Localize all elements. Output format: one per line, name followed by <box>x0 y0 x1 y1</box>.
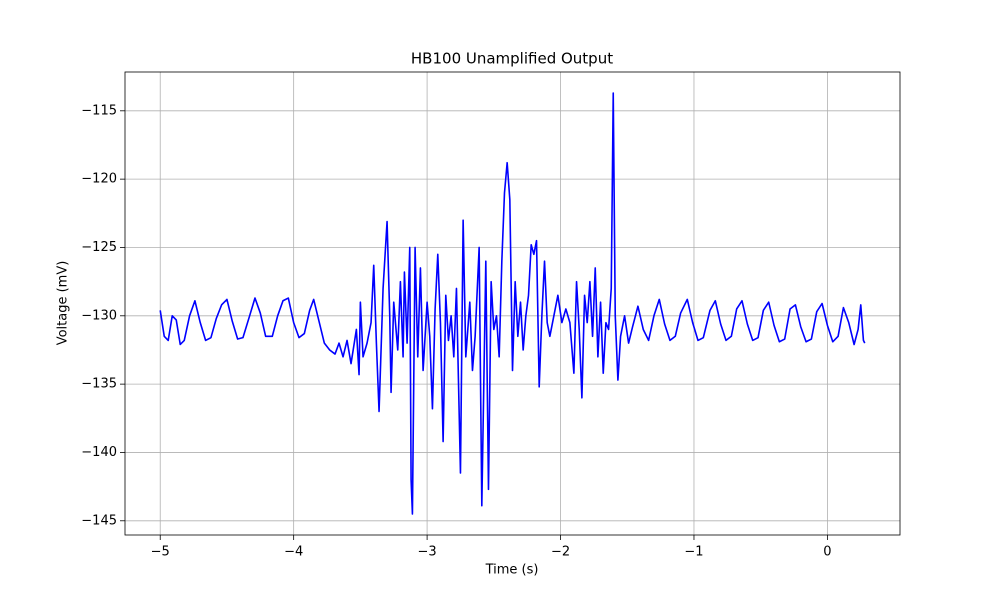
x-axis-label: Time (s) <box>485 563 539 578</box>
y-axis-label: Voltage (mV) <box>56 261 71 346</box>
y-tick-label: −135 <box>81 377 117 392</box>
x-tick-label: 0 <box>823 545 831 560</box>
y-tick-label: −145 <box>81 513 117 528</box>
y-tick-label: −130 <box>81 308 117 323</box>
data-line <box>159 92 866 515</box>
y-tick-label: −115 <box>81 103 117 118</box>
x-tick-label: −2 <box>551 545 570 560</box>
x-tick-label: −5 <box>151 545 170 560</box>
chart-title: HB100 Unamplified Output <box>411 50 613 68</box>
y-tick-label: −140 <box>81 445 117 460</box>
y-tick-label: −120 <box>81 172 117 187</box>
y-tick-label: −125 <box>81 240 117 255</box>
x-tick-label: −1 <box>684 545 703 560</box>
x-tick-label: −4 <box>284 545 303 560</box>
x-tick-label: −3 <box>418 545 437 560</box>
plot-frame <box>124 71 901 536</box>
